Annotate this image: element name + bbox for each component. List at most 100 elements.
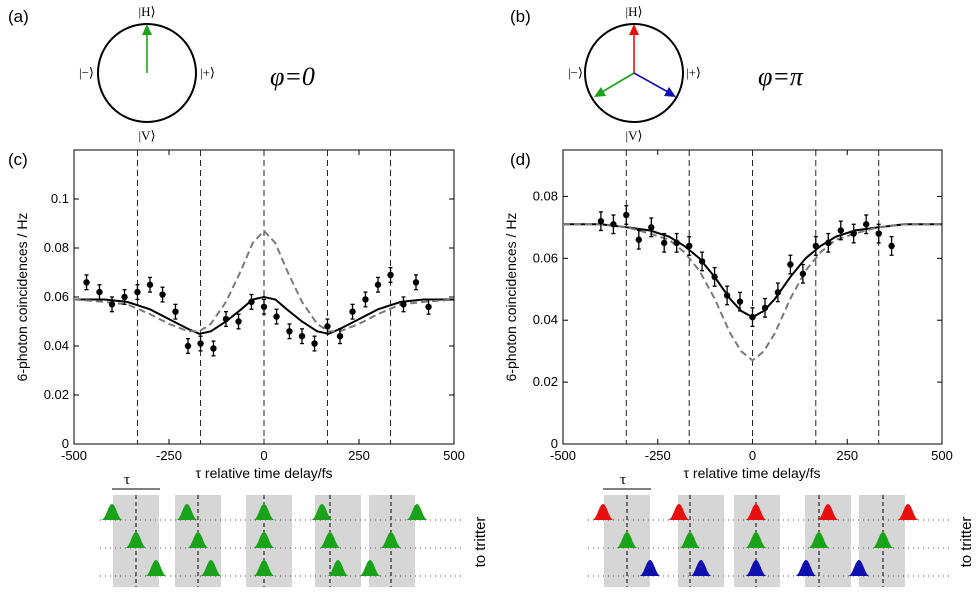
data-point [425,303,432,310]
state-minus-label: |−⟩ [79,65,94,80]
guide-lines [136,150,392,444]
pulse-diagram-c: τ [100,472,462,587]
data-point [888,242,895,250]
state-h-label: |H⟩ [625,4,642,19]
to-tritter-label-c: to tritter [472,517,489,568]
data-point [635,236,642,243]
data-point [273,313,280,320]
blue-arrow-head [664,87,676,97]
data-point [159,291,166,298]
curves [73,229,455,335]
red-photon-pulse [668,504,690,520]
data-point [121,293,128,301]
data-point [623,211,630,219]
blue-photon-pulse [639,560,661,576]
fit-curve [74,295,454,335]
data-point [648,224,655,231]
data-point [83,279,90,286]
data-point [610,221,617,228]
panel-label-c: (c) [8,150,28,169]
data-point [235,318,242,325]
state-minus-label: |−⟩ [568,65,583,80]
y-tick-label: 0.06 [44,289,69,304]
y-tick-label: 0.1 [51,191,69,206]
tau-label: τ [124,472,130,488]
x-axis-label: τ relative time delay/fs [195,465,332,481]
red-photon-pulse [817,504,839,520]
data-point [597,217,605,225]
data-point [349,308,356,315]
red-photon-pulse [745,504,767,520]
data-point [774,289,782,296]
data-point [222,315,230,323]
x-axis-label: τ relative time delay/fs [683,465,820,481]
data-point [311,340,318,347]
chart-d: -500 -250 0 250 500 0 0.02 0.04 0.06 0.08 τ relat… [503,149,953,481]
data-point [660,239,668,247]
data-point [787,261,794,268]
state-plus-label: |+⟩ [200,65,215,80]
x-tick-label: 250 [348,448,370,463]
state-h-label: |H⟩ [138,4,155,19]
y-axis-label: 6-photon coincidences / Hz [14,213,30,382]
data-point [197,340,204,347]
green-photon-pulse [145,560,167,576]
x-tick-label: 500 [931,448,953,463]
pulse-diagram-d: τ [588,472,950,587]
green-photon-pulse [679,532,701,548]
chart-c: -500 -250 0 250 500 0 0.02 0.04 0.06 0.08 0.1 τ re… [14,149,465,481]
blue-photon-pulse [795,560,817,576]
blue-arrow-shaft [633,72,669,93]
data-point [686,242,693,250]
green-photon-pulse [872,532,894,548]
data-point [146,281,154,288]
x-tick-label: -250 [156,448,182,463]
data-points [597,205,895,328]
green-photon-pulse [319,532,341,548]
y-tick-label: 0.02 [533,374,558,389]
data-point [184,342,192,350]
blue-photon-pulse [690,560,712,576]
green-photon-pulse [745,532,767,548]
blue-photon-pulse [745,560,767,576]
data-point [248,298,255,306]
data-point [172,308,179,315]
polarization-diagram-a: |H⟩ |V⟩ |−⟩ |+⟩ [79,4,215,143]
y-tick-label: 0.06 [533,250,558,265]
green-photon-pulse [200,560,222,576]
data-point [298,333,306,340]
data-point [673,239,680,247]
green-arrow-shaft [601,72,635,93]
green-photon-pulse [101,504,123,520]
red-photon-pulse [897,504,919,520]
phase-label-b: φ=π [758,62,804,91]
green-photon-pulse [187,532,209,548]
data-point [412,279,420,286]
green-photon-pulse [808,532,830,548]
y-tick-label: 0.04 [533,312,558,327]
green-photon-pulse [406,504,428,520]
data-point [698,258,706,265]
state-v-label: |V⟩ [138,128,155,143]
green-arrow-head [594,87,606,97]
red-photon-pulse [592,504,614,520]
y-tick-label: 0 [551,436,558,451]
green-photon-pulse [176,504,198,520]
red-arrow-head [629,24,639,35]
tick-group: -500 -250 0 250 500 0 0.02 0.04 0.06 0.08 [533,150,953,463]
data-point [863,221,870,228]
x-tick-label: 250 [836,448,858,463]
data-point [96,288,103,296]
to-tritter-label-d: to tritter [958,517,975,568]
data-point [761,304,769,312]
panel-label-b: (b) [510,7,531,26]
phase-label-a: φ=0 [270,62,315,91]
panel-label-a: (a) [8,7,29,26]
data-point [850,230,857,237]
green-photon-pulse [253,560,275,576]
data-point [825,239,832,247]
x-tick-label: -500 [550,448,576,463]
data-point [387,271,394,279]
data-point [400,301,407,308]
polarization-diagram-b: |H⟩ |V⟩ |−⟩ |+⟩ [568,4,701,143]
